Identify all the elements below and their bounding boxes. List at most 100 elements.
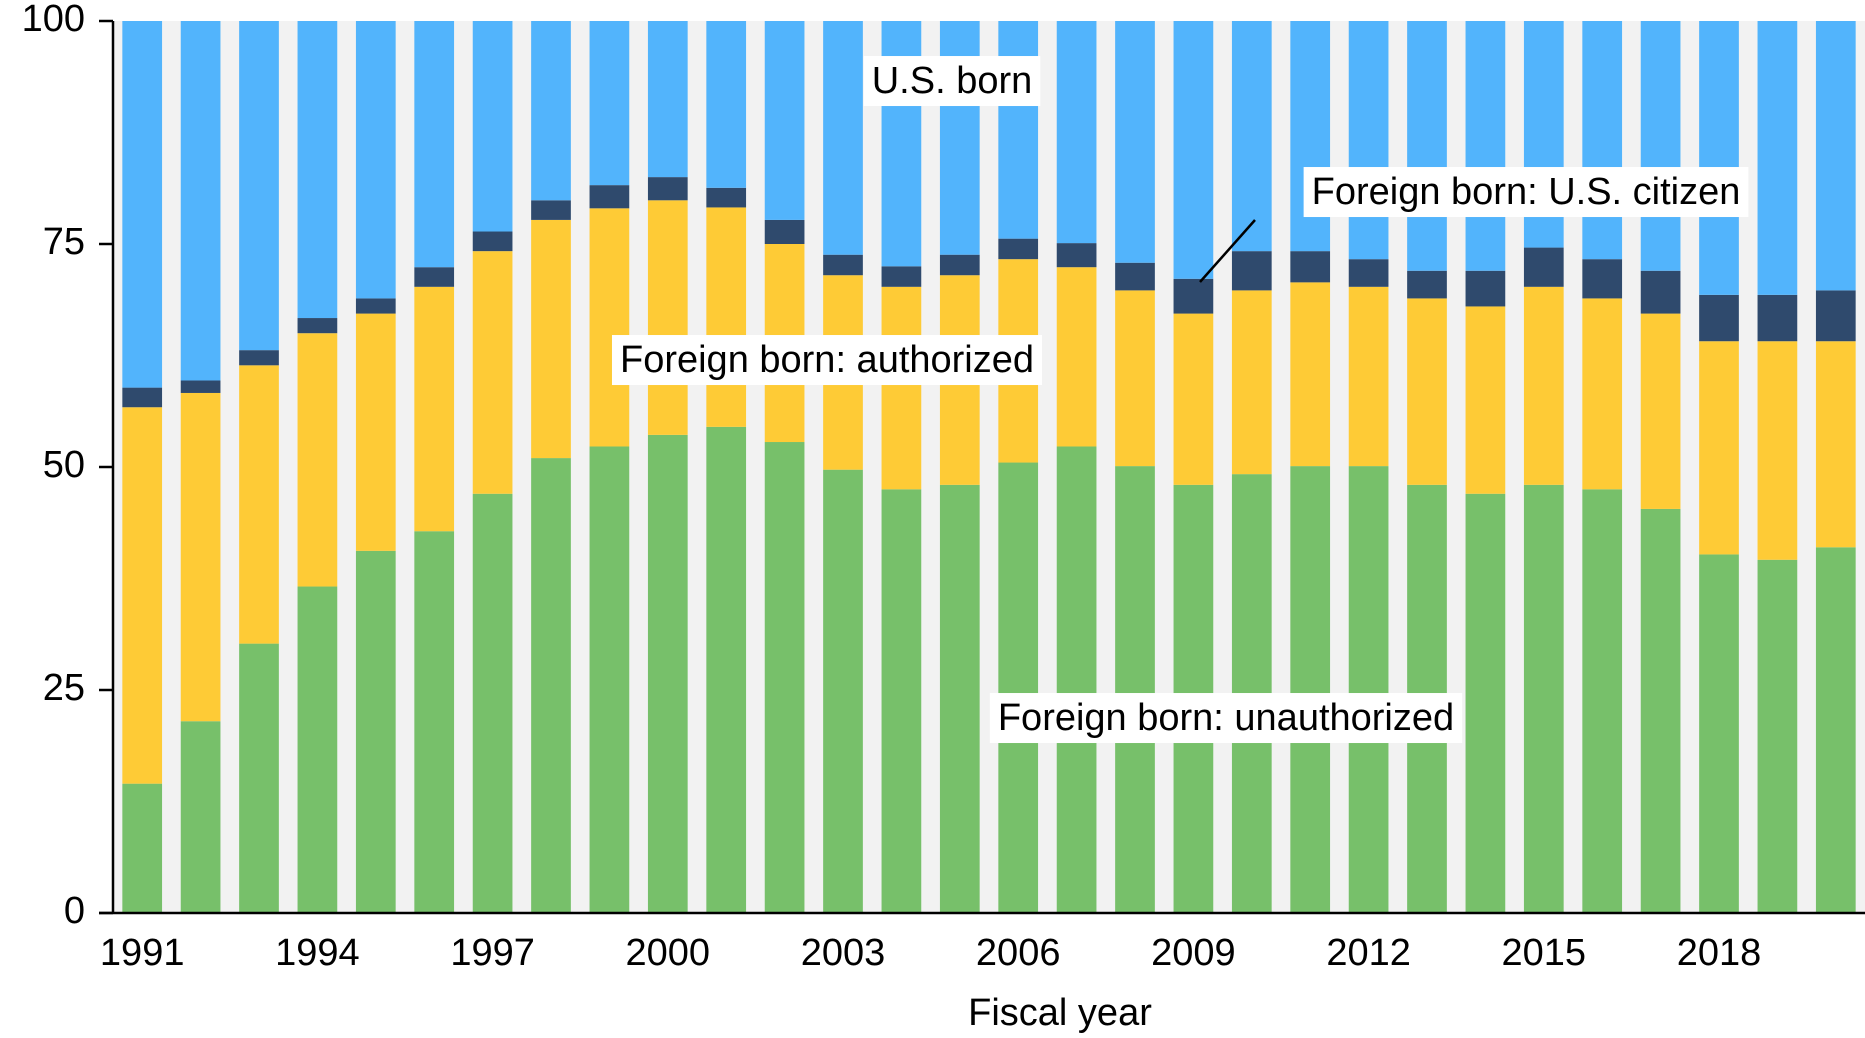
bar-segment xyxy=(1757,21,1798,295)
x-tick-label: 1991 xyxy=(100,932,185,974)
y-tick-label: 100 xyxy=(22,0,85,40)
y-tick-label: 25 xyxy=(43,667,85,709)
series-label-text: Foreign born: U.S. citizen xyxy=(1312,171,1741,213)
bar-segment xyxy=(1757,341,1798,560)
bar-segment xyxy=(1757,294,1798,342)
bar-segment xyxy=(239,643,279,913)
bar-segment xyxy=(1582,21,1623,260)
series-label: Foreign born: unauthorized xyxy=(989,693,1463,744)
bar-segment xyxy=(355,313,396,551)
series-label: Foreign born: U.S. citizen xyxy=(1303,167,1749,218)
bar-segment xyxy=(180,392,221,722)
bar-segment xyxy=(531,219,571,459)
bar-segment xyxy=(1290,282,1331,467)
bar-segment xyxy=(1815,547,1856,913)
bar-segment xyxy=(939,254,980,276)
x-tick-label: 2009 xyxy=(1151,932,1236,974)
bar-segment xyxy=(355,298,396,314)
bar-segment xyxy=(1231,21,1272,252)
bar-segment xyxy=(764,219,805,244)
x-tick-label: 2003 xyxy=(801,932,886,974)
bar-segment xyxy=(414,531,455,913)
bar-segment xyxy=(1056,267,1097,447)
bar-segment xyxy=(998,462,1039,913)
bar-segment xyxy=(414,286,455,532)
bar-segment xyxy=(122,783,163,913)
bar-segment xyxy=(297,318,338,334)
label-background xyxy=(989,693,1463,744)
bar-segment xyxy=(1815,290,1856,342)
bar-segment xyxy=(180,380,221,393)
bar-segment xyxy=(1640,21,1681,271)
bar-segment xyxy=(589,185,630,209)
bar-segment xyxy=(239,350,279,366)
bar-segment xyxy=(1115,466,1155,913)
bar-segment xyxy=(1115,290,1155,467)
bar-segment xyxy=(1699,294,1739,342)
series-label: Foreign born: authorized xyxy=(611,335,1043,386)
bar-segment xyxy=(1115,262,1155,291)
bar-segment xyxy=(1699,554,1739,913)
bar-segment xyxy=(1407,21,1447,271)
bar-segment xyxy=(1231,251,1272,291)
bar-segment xyxy=(881,286,922,490)
bar-segment xyxy=(1115,21,1155,263)
y-tick-label: 75 xyxy=(43,221,85,263)
bar-segment xyxy=(180,721,221,913)
bar-segment xyxy=(1582,489,1623,913)
x-tick-label: 2000 xyxy=(626,932,711,974)
bar-segment xyxy=(1465,493,1506,913)
bar-segment xyxy=(998,21,1039,239)
bar-segment xyxy=(1757,559,1798,913)
bar-segment xyxy=(1407,298,1447,485)
bar-segment xyxy=(1815,21,1856,291)
x-tick-label: 2015 xyxy=(1502,932,1587,974)
label-background xyxy=(611,335,1043,386)
series-label: U.S. born xyxy=(863,56,1041,107)
bar-segment xyxy=(1582,259,1623,299)
bar-segment xyxy=(1348,21,1389,260)
bar-segment xyxy=(1523,484,1564,913)
bar-segment xyxy=(589,208,630,447)
bar-segment xyxy=(939,484,980,913)
label-background xyxy=(863,56,1041,107)
bar-segment xyxy=(1407,270,1447,299)
bar-segment xyxy=(414,267,455,287)
x-tick-label: 2018 xyxy=(1677,932,1762,974)
bar-segment xyxy=(1523,247,1564,287)
series-label-text: U.S. born xyxy=(872,60,1033,102)
series-label-text: Foreign born: authorized xyxy=(620,339,1034,381)
bar-segment xyxy=(706,426,747,913)
x-tick-label: 2012 xyxy=(1326,932,1411,974)
bar-segment xyxy=(589,446,630,913)
bar-segment xyxy=(297,333,338,587)
bar-segment xyxy=(823,21,863,255)
bar-segment xyxy=(472,21,513,232)
bar-segment xyxy=(122,407,163,784)
x-tick-label: 1997 xyxy=(450,932,535,974)
bar-segment xyxy=(472,251,513,494)
bar-segment xyxy=(1640,508,1681,913)
bar-segment xyxy=(1173,21,1214,279)
bar-segment xyxy=(881,266,922,287)
bar-segment xyxy=(823,469,863,913)
bar-segment xyxy=(1699,21,1739,295)
bar-segment xyxy=(531,21,571,201)
bar-segment xyxy=(1056,21,1097,244)
bar-segment xyxy=(1465,21,1506,271)
bar-segment xyxy=(706,21,747,188)
bar-segment xyxy=(531,458,571,913)
series-label-text: Foreign born: unauthorized xyxy=(998,697,1454,739)
bar-segment xyxy=(706,207,747,427)
bar-segment xyxy=(1348,466,1389,913)
bar-segment xyxy=(122,387,163,408)
bar-segment xyxy=(180,21,221,381)
bar-segment xyxy=(1523,286,1564,485)
bar-segment xyxy=(297,586,338,913)
bar-segment xyxy=(239,365,279,644)
bar-segment xyxy=(589,21,630,186)
bar-segment xyxy=(472,493,513,913)
x-tick-label: 1994 xyxy=(275,932,360,974)
